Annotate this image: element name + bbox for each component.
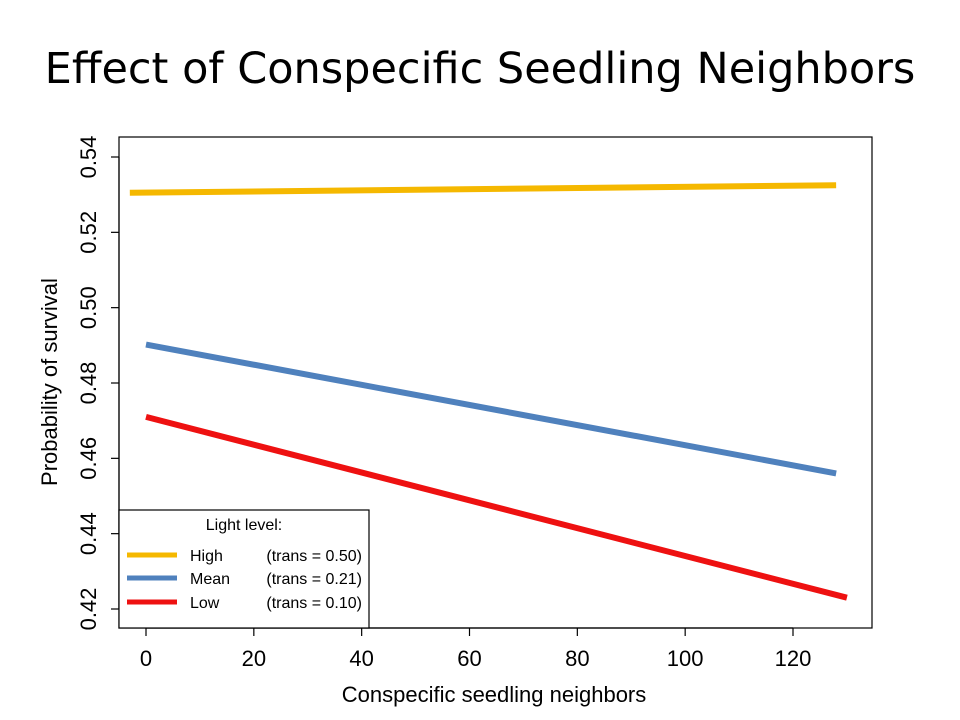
y-tick-label: 0.50 [76,286,101,329]
legend-label: High [190,548,223,565]
x-tick-label: 0 [140,646,152,671]
y-axis: 0.42 0.44 0.46 0.48 0.50 0.52 0.54 [76,136,120,631]
series-line-high [129,182,837,196]
legend-detail: (trans = 0.50) [266,548,362,565]
x-tick-label: 100 [667,646,704,671]
legend-label: Mean [190,571,230,588]
x-tick-label: 40 [349,646,373,671]
y-tick-label: 0.46 [76,437,101,480]
y-axis-label: Probability of survival [37,278,62,486]
legend-title: Light level: [206,517,283,534]
y-tick-label: 0.42 [76,588,101,631]
series-line-low [145,413,848,601]
x-tick-label: 120 [775,646,812,671]
legend-label: Low [190,595,220,612]
y-tick-label: 0.52 [76,211,101,254]
legend-box [118,509,370,629]
legend: Light level: High (trans = 0.50) Mean (tran… [118,509,370,629]
y-tick-label: 0.54 [76,136,101,179]
x-axis: 0 20 40 60 80 100 120 [140,627,812,671]
legend-detail: (trans = 0.10) [266,595,362,612]
y-tick-label: 0.44 [76,512,101,555]
legend-detail: (trans = 0.21) [266,571,362,588]
series-line-mean [145,341,837,477]
chart-title: Effect of Conspecific Seedling Neighbors [44,44,916,94]
x-axis-label: Conspecific seedling neighbors [342,682,647,707]
y-tick-label: 0.48 [76,362,101,405]
x-tick-label: 80 [565,646,589,671]
x-tick-label: 20 [242,646,266,671]
series-layer [129,182,848,601]
x-tick-label: 60 [457,646,481,671]
